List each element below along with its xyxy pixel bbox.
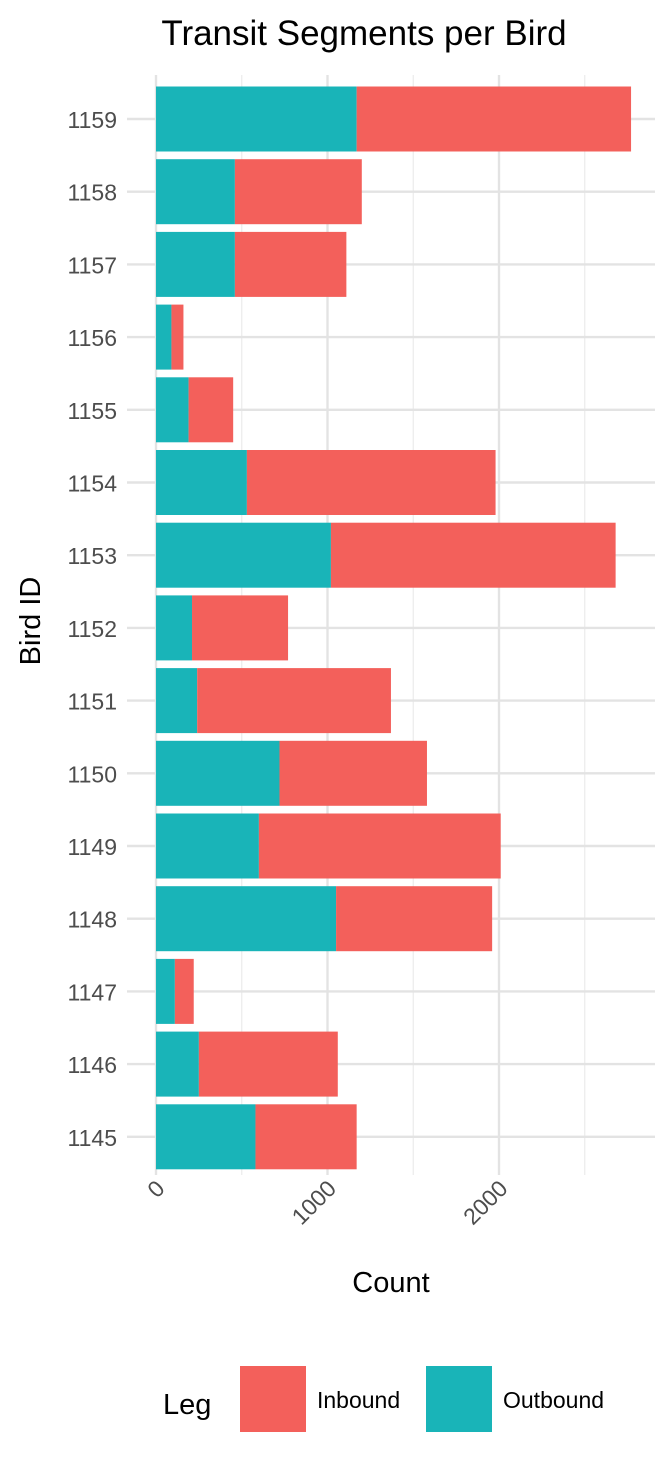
bar-inbound-1156 — [171, 304, 184, 370]
bar-inbound-1155 — [188, 377, 234, 443]
bar-outbound-1159 — [156, 86, 357, 152]
bar-outbound-1155 — [156, 377, 189, 443]
bar-outbound-1148 — [156, 886, 337, 952]
bar-inbound-1153 — [330, 522, 616, 588]
legend-swatch-outbound — [426, 1366, 492, 1432]
y-tick-label: 1159 — [68, 107, 117, 133]
y-tick-label: 1149 — [68, 834, 117, 860]
bar-outbound-1146 — [156, 1031, 199, 1097]
y-tick-labels: 1145 1146 1147 1148 1149 1150 1151 1152 1153 1154… — [68, 107, 118, 1151]
bar-inbound-1149 — [258, 813, 501, 879]
y-tick-label: 1157 — [68, 252, 117, 278]
y-tick-label: 1155 — [68, 398, 117, 424]
bar-outbound-1150 — [156, 740, 280, 806]
x-tick-labels: 0 1000 2000 — [142, 1175, 512, 1230]
bar-outbound-1153 — [156, 522, 331, 588]
y-tick-label: 1156 — [68, 325, 117, 351]
y-tick-label: 1152 — [68, 616, 117, 642]
y-tick-label: 1150 — [68, 761, 117, 787]
bar-inbound-1150 — [279, 740, 427, 806]
bar-inbound-1146 — [198, 1031, 338, 1097]
x-tick-label: 2000 — [458, 1175, 513, 1230]
bar-inbound-1145 — [255, 1104, 357, 1170]
bar-inbound-1152 — [192, 595, 289, 661]
x-tick-label: 0 — [142, 1175, 169, 1202]
bars-layer — [156, 86, 632, 1170]
bar-inbound-1157 — [234, 231, 347, 297]
y-axis-label: Bird ID — [15, 577, 47, 666]
bar-inbound-1147 — [174, 958, 194, 1024]
bar-outbound-1145 — [156, 1104, 256, 1170]
legend-title: Leg — [163, 1389, 211, 1421]
legend-label-outbound: Outbound — [503, 1387, 604, 1413]
bar-inbound-1159 — [356, 86, 632, 152]
y-tick-label: 1151 — [68, 689, 117, 715]
y-tick-label: 1146 — [68, 1052, 117, 1078]
legend: Leg Inbound Outbound — [163, 1366, 604, 1432]
bar-inbound-1151 — [197, 668, 391, 734]
bar-inbound-1154 — [246, 450, 496, 515]
bar-outbound-1147 — [156, 958, 175, 1024]
bar-outbound-1154 — [156, 450, 247, 515]
y-tick-label: 1153 — [68, 543, 117, 569]
y-tick-label: 1147 — [68, 979, 117, 1005]
bar-inbound-1148 — [336, 886, 493, 952]
bar-outbound-1158 — [156, 159, 235, 225]
bar-outbound-1156 — [156, 304, 172, 370]
bar-outbound-1157 — [156, 231, 235, 297]
bar-outbound-1151 — [156, 668, 198, 734]
bar-outbound-1152 — [156, 595, 193, 661]
y-tick-label: 1145 — [68, 1125, 117, 1151]
legend-swatch-inbound — [240, 1366, 306, 1432]
bar-inbound-1158 — [234, 159, 362, 225]
chart-title: Transit Segments per Bird — [161, 14, 566, 53]
bar-outbound-1149 — [156, 813, 259, 879]
x-tick-label: 1000 — [286, 1175, 341, 1230]
y-tick-label: 1158 — [68, 180, 117, 206]
y-tick-label: 1154 — [68, 471, 118, 497]
y-tick-label: 1148 — [68, 907, 117, 933]
legend-label-inbound: Inbound — [317, 1387, 400, 1413]
x-axis-label: Count — [352, 1267, 429, 1299]
